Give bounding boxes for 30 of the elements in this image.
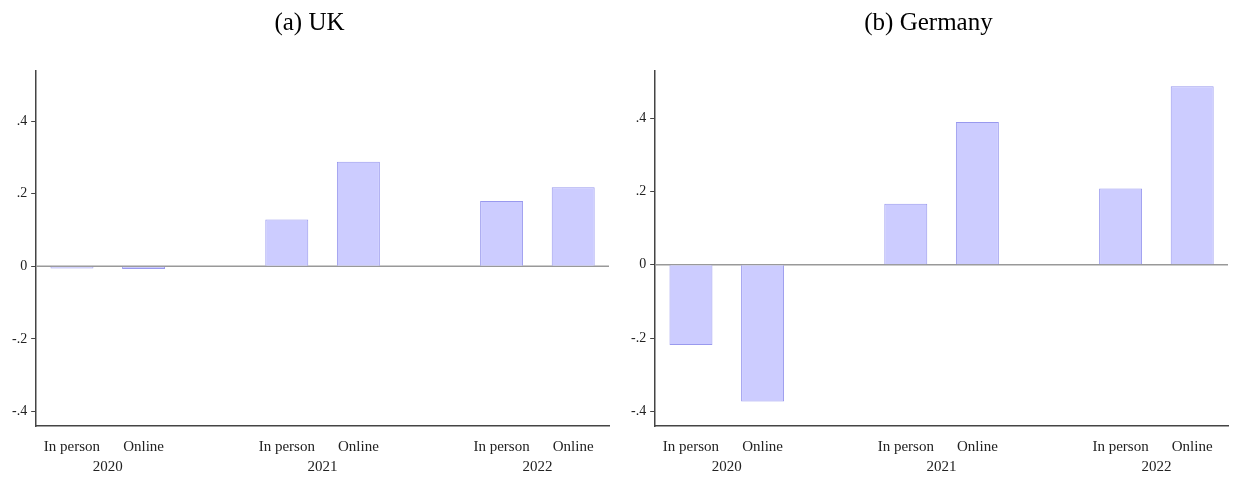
y-tick-label: -.4: [630, 403, 647, 419]
y-tick-label: 0: [639, 256, 647, 272]
y-tick-label: .4: [635, 109, 647, 125]
y-tick-label: .2: [635, 183, 647, 199]
y-tick-label: .4: [16, 112, 28, 128]
y-tick-label: -.2: [11, 330, 28, 346]
x-tick-label: Online: [742, 437, 784, 454]
y-tick-label: 0: [20, 258, 28, 274]
text: 2020: [711, 458, 742, 475]
x-tick-label: Online: [123, 437, 165, 454]
x-tick-label: In person: [877, 437, 935, 454]
y-tick-label: -.2: [630, 329, 647, 345]
x-tick-label: Online: [337, 437, 380, 454]
text: 2021: [926, 458, 957, 475]
x-tick-label: Online: [552, 437, 594, 454]
x-tick-label: In person: [1092, 437, 1150, 454]
text: 2022: [1141, 458, 1172, 475]
x-tick-label: In person: [473, 437, 531, 454]
text: 2020: [92, 458, 123, 475]
x-tick-label: In person: [258, 437, 316, 454]
x-tick-label: In person: [43, 437, 101, 454]
x-tick-label: Online: [956, 437, 999, 454]
text: 2022: [522, 458, 553, 475]
y-tick-label: .2: [16, 185, 28, 201]
x-tick-label: In person: [662, 437, 720, 454]
y-tick-label: -.4: [11, 403, 28, 419]
chart-title: (a) UK: [273, 8, 346, 36]
chart-title: (b) Germany: [863, 8, 994, 36]
x-tick-label: Online: [1171, 437, 1213, 454]
text: 2021: [307, 458, 338, 475]
